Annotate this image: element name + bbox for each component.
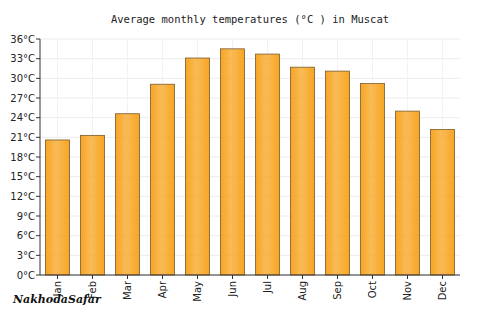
tick-mark xyxy=(36,235,40,236)
x-tick xyxy=(57,275,58,279)
grid-line xyxy=(40,275,460,276)
x-tick xyxy=(337,275,338,279)
x-tick xyxy=(372,275,373,279)
tick-label: 12°C xyxy=(10,191,35,202)
grid-line xyxy=(40,39,460,40)
tick-label: 30°C xyxy=(10,73,35,84)
bar xyxy=(396,111,420,275)
x-tick xyxy=(267,275,268,279)
tick-label: 24°C xyxy=(10,112,35,123)
tick-mark xyxy=(36,78,40,79)
tick-mark xyxy=(36,275,40,276)
grid-line xyxy=(40,58,460,59)
bar xyxy=(116,114,140,275)
tick-mark xyxy=(36,157,40,158)
x-tick-label: Aug xyxy=(297,281,308,301)
bar xyxy=(326,71,350,275)
tick-label: 21°C xyxy=(10,132,35,143)
tick-label: 36°C xyxy=(10,34,35,45)
x-tick-label: Dec xyxy=(437,281,448,300)
tick-mark xyxy=(36,58,40,59)
bar xyxy=(361,84,385,275)
x-tick xyxy=(407,275,408,279)
tick-mark xyxy=(36,39,40,40)
tick-mark xyxy=(36,117,40,118)
x-tick-label: Nov xyxy=(402,281,413,301)
x-tick xyxy=(442,275,443,279)
tick-label: 9°C xyxy=(17,211,35,222)
x-axis xyxy=(40,275,460,276)
tick-mark xyxy=(36,255,40,256)
x-tick-label: Mar xyxy=(122,280,133,300)
tick-label: 0°C xyxy=(17,270,35,281)
tick-mark xyxy=(36,137,40,138)
x-tick-label: Jul xyxy=(262,281,273,294)
title: Average monthly temperatures (°C ) in Mu… xyxy=(111,13,389,25)
chart: Average monthly temperatures (°C ) in Mu… xyxy=(0,0,500,313)
tick-label: 18°C xyxy=(10,152,35,163)
tick-label: 15°C xyxy=(10,171,35,182)
bar xyxy=(186,58,210,275)
bar xyxy=(221,49,245,275)
bar xyxy=(81,135,105,275)
x-tick-label: Sep xyxy=(332,281,343,300)
tick-mark xyxy=(36,98,40,99)
bar xyxy=(431,129,455,275)
tick-mark xyxy=(36,176,40,177)
tick-mark xyxy=(36,196,40,197)
x-tick xyxy=(232,275,233,279)
tick-label: 6°C xyxy=(17,230,35,241)
bar xyxy=(256,54,280,275)
watermark: NakhodaSafar xyxy=(12,293,102,306)
grid-line xyxy=(40,78,460,79)
x-tick xyxy=(127,275,128,279)
x-tick-label: Jun xyxy=(227,281,238,298)
tick-label: 33°C xyxy=(10,53,35,64)
x-tick xyxy=(302,275,303,279)
x-tick-label: May xyxy=(192,281,203,302)
x-tick xyxy=(197,275,198,279)
x-tick xyxy=(162,275,163,279)
grid-line xyxy=(40,98,460,99)
x-tick-label: Apr xyxy=(157,280,168,298)
tick-mark xyxy=(36,216,40,217)
tick-label: 27°C xyxy=(10,93,35,104)
bar xyxy=(151,84,175,275)
tick-label: 3°C xyxy=(17,250,35,261)
bar xyxy=(291,67,315,275)
y-axis xyxy=(40,39,41,275)
x-tick-label: Oct xyxy=(367,281,378,298)
x-tick xyxy=(92,275,93,279)
bar xyxy=(46,140,70,275)
